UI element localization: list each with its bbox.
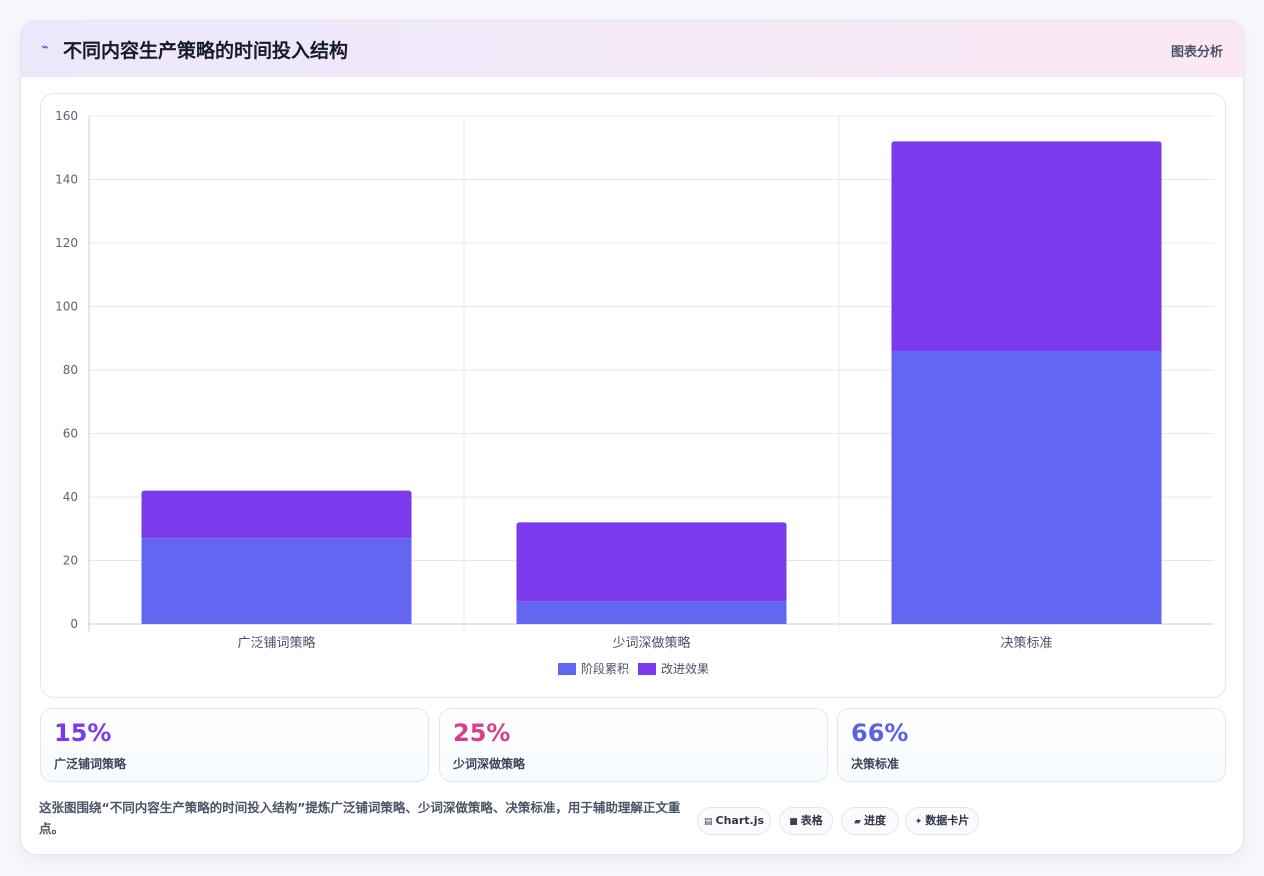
legend-swatch	[638, 663, 656, 675]
sparkle-icon: ✦	[914, 817, 923, 827]
table-icon: ■	[789, 817, 798, 827]
x-tick-label: 广泛铺词策略	[237, 635, 315, 651]
tag-progress[interactable]: ▰ 进度	[841, 807, 899, 835]
stat-label: 少词深做策略	[453, 757, 526, 771]
y-tick-label: 80	[63, 363, 78, 377]
tag-data-card[interactable]: ✦ 数据卡片	[905, 807, 979, 835]
x-tick-label: 决策标准	[1000, 635, 1052, 651]
y-tick-label: 40	[63, 490, 78, 504]
stat-card-3: 66% 决策标准	[837, 708, 1226, 782]
chart-analysis-label: 图表分析	[1170, 45, 1223, 60]
y-tick-label: 120	[55, 236, 78, 250]
stat-value: 66%	[851, 719, 909, 747]
stat-value: 25%	[453, 719, 511, 747]
y-tick-label: 100	[55, 300, 78, 314]
chart-description: 这张图围绕“不同内容生产策略的时间投入结构”提炼广泛铺词策略、少词深做策略、决策…	[39, 800, 681, 836]
y-tick-label: 20	[63, 554, 78, 568]
y-tick-label: 60	[63, 427, 78, 441]
tag-label: 表格	[800, 814, 823, 827]
stat-card-2: 25% 少词深做策略	[439, 708, 828, 782]
legend-label: 阶段累积	[581, 661, 629, 676]
tag-label: Chart.js	[715, 814, 765, 827]
bar-segment	[891, 141, 1162, 351]
y-tick-label: 0	[70, 617, 78, 631]
stat-label: 广泛铺词策略	[54, 757, 127, 771]
chart-panel: 0 20 40 60 80 100 120 140 160 广泛铺词策略 少词深做策略 决策标准阶段累…	[40, 93, 1226, 698]
bar-segment	[516, 601, 787, 624]
chart-card: ⌁ 不同内容生产策略的时间投入结构 图表分析 0 20 40 60 80 100 120 14…	[20, 20, 1244, 855]
y-tick-label: 140	[55, 173, 78, 187]
stacked-bar-chart: 0 20 40 60 80 100 120 140 160 广泛铺词策略 少词深做策略 决策标准阶段累…	[55, 109, 1214, 676]
legend-label: 改进效果	[661, 661, 709, 676]
stat-card-1: 15% 广泛铺词策略	[40, 708, 429, 782]
bar-segment	[141, 490, 412, 539]
tag-label: 进度	[863, 814, 886, 827]
legend-swatch	[558, 663, 576, 675]
card-header: ⌁ 不同内容生产策略的时间投入结构 图表分析	[21, 21, 1243, 77]
tag-label: 数据卡片	[925, 814, 970, 827]
progress-icon: ▰	[854, 817, 861, 827]
page-title: 不同内容生产策略的时间投入结构	[63, 40, 349, 62]
chart-icon: ▤	[703, 817, 713, 827]
tag-table[interactable]: ■ 表格	[779, 807, 833, 835]
tag-chartjs[interactable]: ▤ Chart.js	[697, 807, 771, 835]
bar-segment	[891, 350, 1162, 624]
chart-line-icon: ⌁	[41, 40, 49, 55]
x-tick-label: 少词深做策略	[612, 635, 690, 651]
stat-value: 15%	[54, 719, 112, 747]
bar-segment	[141, 538, 412, 624]
y-tick-label: 160	[55, 109, 78, 123]
stat-label: 决策标准	[851, 757, 900, 771]
bar-segment	[516, 522, 787, 602]
